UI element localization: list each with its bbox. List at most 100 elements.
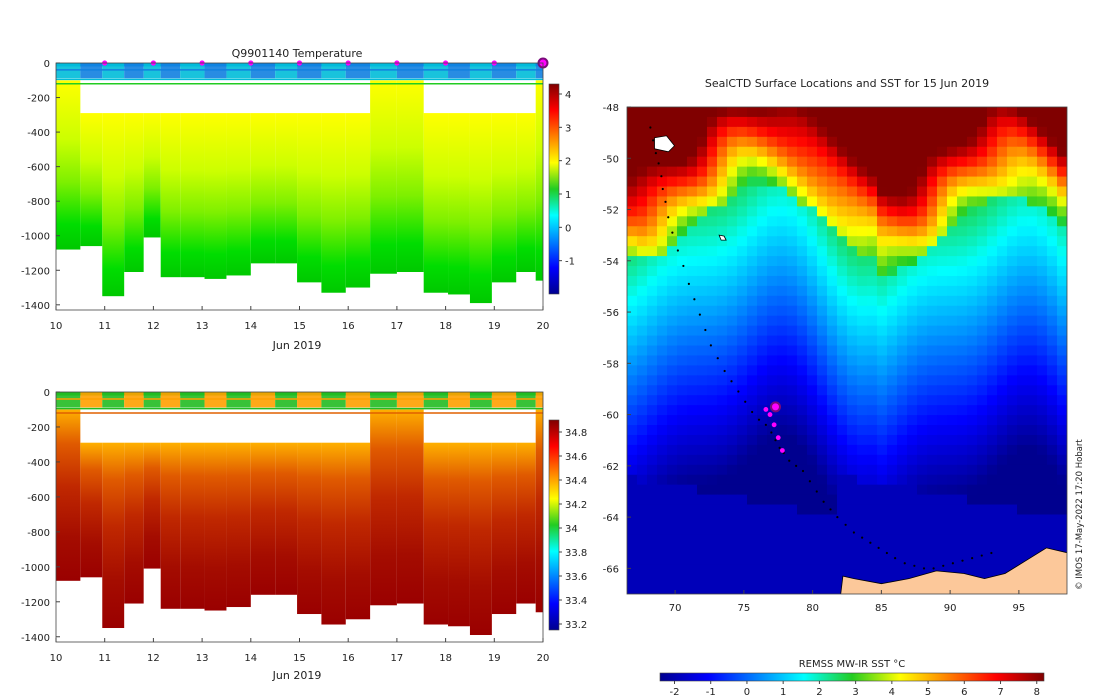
- sst-cell: [627, 454, 638, 466]
- track-point: [693, 298, 696, 301]
- sst-cell: [967, 345, 978, 357]
- land-areas: [654, 135, 1067, 594]
- sst-cell: [837, 355, 848, 367]
- sst-cell: [907, 355, 918, 367]
- sst-cell: [827, 305, 838, 317]
- sst-cell: [727, 365, 738, 376]
- sst-cell: [987, 405, 998, 416]
- sst-cell: [677, 295, 688, 307]
- sst-cell: [817, 226, 828, 237]
- y-tick-label: -800: [27, 528, 50, 539]
- sst-cell: [777, 355, 788, 367]
- track-point: [885, 551, 888, 555]
- sst-cell: [677, 564, 688, 575]
- sst-cell: [687, 524, 698, 535]
- sst-cell: [1017, 474, 1028, 486]
- sst-cell: [747, 335, 758, 347]
- sst-cell: [737, 146, 748, 158]
- sst-cell: [817, 345, 828, 357]
- sst-cell: [867, 266, 878, 277]
- profile-column: [143, 442, 161, 569]
- track-point: [801, 469, 805, 473]
- sst-cell: [647, 365, 658, 376]
- sst-cell: [707, 295, 718, 307]
- sst-cell: [827, 226, 838, 237]
- sst-cell: [997, 524, 1008, 535]
- profile-column: [370, 409, 397, 606]
- map-y-tick-label: -56: [603, 308, 619, 319]
- sst-cell: [647, 176, 658, 188]
- sst-cell: [747, 574, 758, 585]
- sst-cell: [1007, 405, 1018, 416]
- sst-cell: [967, 107, 978, 118]
- sst-cell: [1007, 166, 1018, 178]
- sst-cell: [857, 554, 868, 565]
- sst-cell: [747, 454, 758, 466]
- sst-cell: [717, 355, 728, 367]
- sst-cell: [807, 166, 818, 178]
- track-point: [723, 369, 726, 373]
- sst-cell: [997, 107, 1008, 118]
- sst-cell: [717, 305, 728, 317]
- sst-cell: [667, 176, 678, 188]
- sst-cell: [727, 156, 738, 168]
- sst-cell: [977, 196, 988, 207]
- sst-cell: [807, 186, 818, 198]
- sst-cell: [937, 266, 948, 277]
- x-tick-label: 12: [147, 653, 160, 664]
- sst-cell: [757, 156, 768, 168]
- sst-cell: [887, 186, 898, 198]
- sst-cell: [747, 355, 758, 367]
- sst-cell: [827, 126, 838, 138]
- track-point: [829, 508, 832, 511]
- sst-cell: [767, 474, 778, 486]
- sst-cell: [1047, 285, 1058, 297]
- sst-cell: [897, 136, 908, 148]
- sst-cell: [637, 375, 648, 386]
- colorbar-tick-label: 34.8: [565, 428, 587, 439]
- sst-cell: [847, 256, 858, 267]
- sst-cell: [707, 156, 718, 168]
- sst-cell: [627, 464, 638, 476]
- sst-cell: [1037, 116, 1048, 128]
- sst-cell: [697, 434, 708, 446]
- sst-cell: [807, 126, 818, 138]
- sst-cell: [917, 444, 928, 456]
- sst-cell: [727, 544, 738, 555]
- map-y-tick-label: -54: [603, 257, 619, 268]
- sst-cell: [1017, 514, 1028, 526]
- sst-cell: [887, 444, 898, 456]
- sst-cell: [687, 156, 698, 168]
- sst-cell: [857, 345, 868, 357]
- sst-cell: [897, 355, 908, 367]
- sst-cell: [1017, 534, 1028, 545]
- sst-cell: [767, 216, 778, 227]
- sst-cell: [987, 375, 998, 386]
- sst-cell: [807, 395, 818, 406]
- sst-cell: [857, 315, 868, 327]
- sst-cell: [827, 206, 838, 217]
- sst-cell: [737, 107, 748, 118]
- sst-cell: [1057, 524, 1067, 535]
- sst-cell: [1057, 315, 1067, 327]
- sst-cell: [927, 375, 938, 386]
- sst-cell: [957, 295, 968, 307]
- sst-colorbar-tick-label: 1: [780, 687, 786, 698]
- sst-cell: [957, 256, 968, 267]
- sst-cell: [897, 166, 908, 178]
- sst-cell: [857, 504, 868, 516]
- sst-cell: [697, 285, 708, 297]
- profile-column: [535, 80, 543, 281]
- sst-cell: [937, 196, 948, 207]
- sst-cell: [627, 395, 638, 406]
- sst-cell: [727, 464, 738, 476]
- sst-cell: [637, 415, 648, 426]
- sst-cell: [857, 226, 868, 237]
- sst-cell: [1017, 126, 1028, 138]
- sst-cell: [1007, 146, 1018, 158]
- sst-cell: [807, 494, 818, 506]
- sst-cell: [697, 206, 708, 217]
- sst-cell: [637, 554, 648, 565]
- sst-cell: [907, 474, 918, 486]
- sst-cell: [857, 216, 868, 227]
